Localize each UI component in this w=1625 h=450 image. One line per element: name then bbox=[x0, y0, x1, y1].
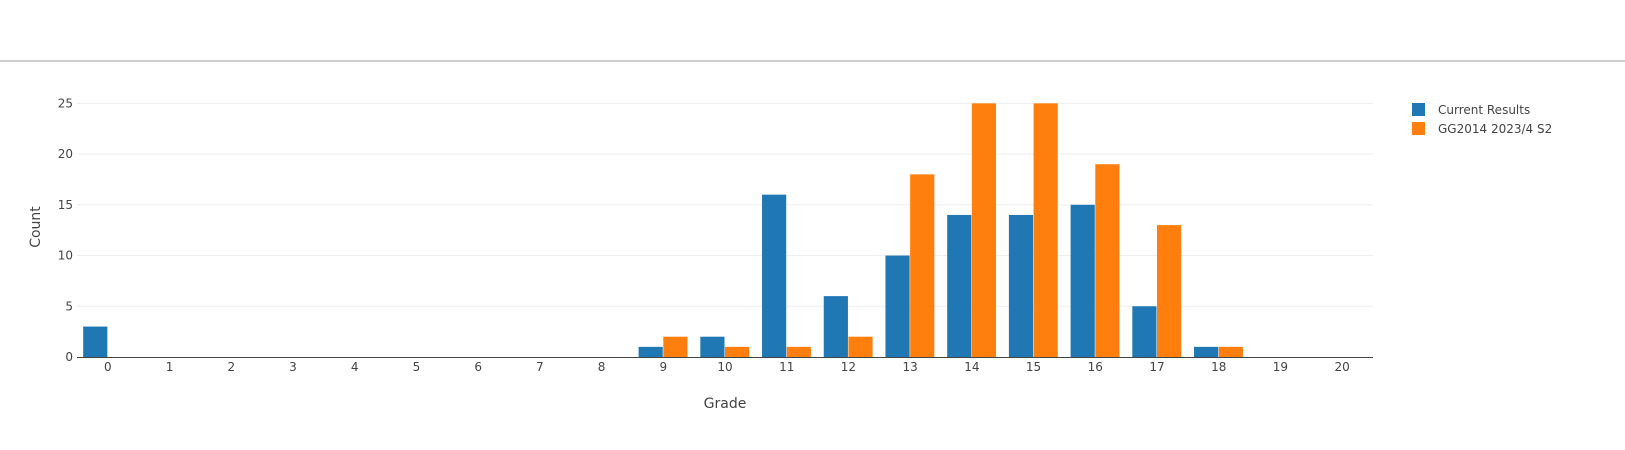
bar-17[interactable] bbox=[1132, 306, 1157, 357]
bar-0[interactable] bbox=[83, 326, 108, 357]
bar-17[interactable] bbox=[1157, 225, 1182, 357]
x-tick-label: 5 bbox=[413, 360, 421, 374]
bar-12[interactable] bbox=[823, 296, 848, 357]
bar-11[interactable] bbox=[762, 194, 787, 357]
x-tick-labels: 0 1 2 3 4 5 6 7 8 9 10 11 12 13 14 15 16 17 18 19 20 bbox=[104, 360, 1350, 374]
x-tick-label: 12 bbox=[841, 360, 856, 374]
x-tick-label: 1 bbox=[166, 360, 174, 374]
y-tick-label: 25 bbox=[58, 96, 73, 110]
y-tick-label: 5 bbox=[65, 299, 73, 313]
legend-swatch bbox=[1412, 122, 1425, 135]
bar-14[interactable] bbox=[947, 214, 972, 357]
x-tick-label: 8 bbox=[598, 360, 606, 374]
y-tick-label: 0 bbox=[65, 350, 73, 364]
y-tick-label: 20 bbox=[58, 147, 73, 161]
x-tick-label: 20 bbox=[1335, 360, 1350, 374]
bar-16[interactable] bbox=[1070, 204, 1095, 357]
bar-10[interactable] bbox=[700, 336, 725, 357]
legend-item[interactable]: GG2014 2023/4 S2 bbox=[1412, 122, 1552, 136]
bar-12[interactable] bbox=[848, 336, 873, 357]
x-tick-label: 15 bbox=[1026, 360, 1041, 374]
bar-9[interactable] bbox=[638, 346, 663, 357]
legend-swatch bbox=[1412, 103, 1425, 116]
x-tick-label: 18 bbox=[1211, 360, 1226, 374]
bar-10[interactable] bbox=[725, 346, 750, 357]
bar-16[interactable] bbox=[1095, 164, 1120, 357]
x-tick-label: 3 bbox=[289, 360, 297, 374]
x-tick-label: 0 bbox=[104, 360, 112, 374]
x-tick-label: 9 bbox=[659, 360, 667, 374]
series-current-results bbox=[83, 194, 1219, 357]
bar-11[interactable] bbox=[786, 346, 811, 357]
x-tick-label: 7 bbox=[536, 360, 544, 374]
bar-13[interactable] bbox=[910, 174, 935, 357]
y-tick-labels: 0 5 10 15 20 25 bbox=[58, 96, 73, 364]
x-tick-label: 10 bbox=[717, 360, 732, 374]
x-tick-label: 11 bbox=[779, 360, 794, 374]
bar-18[interactable] bbox=[1194, 346, 1219, 357]
bar-15[interactable] bbox=[1033, 103, 1058, 357]
x-tick-label: 17 bbox=[1149, 360, 1164, 374]
bar-14[interactable] bbox=[971, 103, 997, 357]
x-tick-label: 4 bbox=[351, 360, 359, 374]
x-tick-label: 6 bbox=[474, 360, 482, 374]
page-header-bar bbox=[0, 0, 1625, 62]
y-axis-title: Count bbox=[28, 206, 44, 248]
legend-label: GG2014 2023/4 S2 bbox=[1438, 122, 1552, 136]
bars bbox=[83, 103, 1243, 357]
bar-18[interactable] bbox=[1218, 346, 1243, 357]
x-axis-title: Grade bbox=[704, 396, 747, 412]
x-tick-label: 14 bbox=[964, 360, 979, 374]
legend[interactable]: Current Results GG2014 2023/4 S2 bbox=[1412, 103, 1552, 136]
legend-label: Current Results bbox=[1438, 103, 1530, 117]
y-tick-label: 15 bbox=[58, 198, 73, 212]
series-gg2014-2023-4-s2 bbox=[663, 103, 1243, 357]
legend-item[interactable]: Current Results bbox=[1412, 103, 1530, 117]
bar-15[interactable] bbox=[1008, 214, 1034, 357]
x-tick-label: 2 bbox=[227, 360, 235, 374]
bar-13[interactable] bbox=[885, 255, 910, 357]
y-tick-label: 10 bbox=[58, 249, 73, 263]
x-tick-label: 16 bbox=[1088, 360, 1103, 374]
x-tick-label: 19 bbox=[1273, 360, 1288, 374]
bar-9[interactable] bbox=[663, 336, 688, 357]
x-tick-label: 13 bbox=[903, 360, 918, 374]
